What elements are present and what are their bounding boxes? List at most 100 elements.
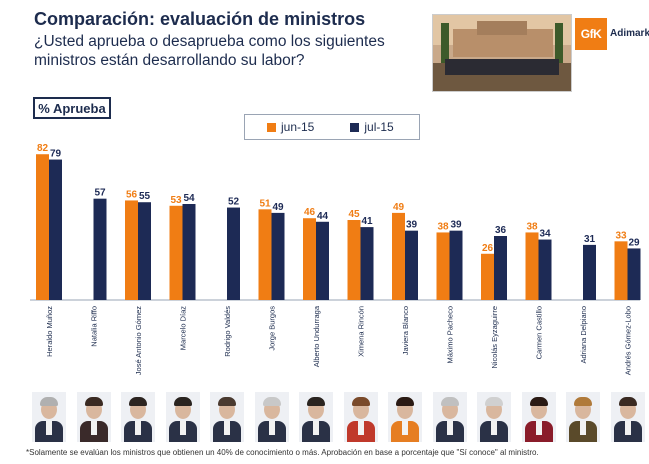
photo-hair — [529, 397, 548, 406]
minister-photo-row — [30, 392, 648, 444]
label-jul-15: 36 — [495, 225, 507, 236]
photo-shirt — [357, 421, 364, 435]
photo-shirt — [46, 421, 52, 435]
minister-photo — [254, 392, 289, 442]
category-label: Carmen Castillo — [535, 306, 544, 359]
category-label: Andrés Gómez-Lobo — [624, 306, 633, 375]
bar-jun-15 — [436, 232, 450, 300]
photo-shirt — [535, 421, 542, 435]
label-jun-15: 82 — [37, 143, 49, 154]
photo-shirt — [90, 421, 97, 435]
bar-jul-15 — [93, 198, 107, 300]
bar-jul-15 — [405, 230, 418, 300]
bar-jul-15 — [360, 227, 374, 300]
minister-photo — [165, 392, 200, 442]
category-label: Jorge Burgos — [268, 306, 277, 351]
label-jun-15: 33 — [615, 230, 627, 241]
label-jun-15: 53 — [170, 195, 182, 206]
category-label: Adriana Delpiano — [579, 306, 588, 364]
photo-hair — [307, 397, 325, 406]
label-jun-15: 26 — [482, 243, 494, 254]
photo-shirt — [580, 421, 586, 435]
minister-photo — [388, 392, 422, 442]
label-jul-15: 29 — [628, 237, 640, 248]
chart-subtitle: ¿Usted aprueba o desaprueba como los sig… — [34, 33, 385, 69]
photo-shirt — [224, 421, 230, 435]
bar-jun-15 — [525, 232, 539, 300]
label-jul-15: 55 — [139, 191, 151, 202]
label-jul-15: 41 — [361, 216, 373, 227]
bar-jul-15 — [627, 248, 641, 300]
category-label: Javiera Blanco — [401, 306, 410, 355]
bar-jul-15 — [449, 230, 463, 300]
label-jul-15: 39 — [450, 220, 462, 231]
photo-hair — [129, 397, 147, 406]
label-jul-15: 57 — [94, 188, 106, 199]
label-jul-15: 39 — [406, 220, 418, 231]
label-jul-15: 31 — [584, 234, 596, 245]
category-label: Heraldo Muñoz — [45, 306, 54, 357]
cabinet-photo — [432, 14, 572, 92]
bar-jul-15 — [316, 221, 329, 300]
adimark-logo-text: Adimark — [610, 28, 649, 39]
bar-jul-15 — [138, 202, 151, 300]
minister-photo — [121, 392, 155, 442]
minister-photo — [32, 392, 66, 442]
minister-photo — [610, 392, 645, 442]
gfk-logo: GfK — [575, 18, 607, 50]
label-jun-15: 38 — [526, 221, 538, 232]
approval-bar-chart: 82 79 Heraldo Muñoz 57 Natalia Riffo 56 55 José… — [30, 143, 641, 375]
legend-item-jun: jun-15 — [267, 120, 314, 134]
bar-jun-15 — [258, 209, 272, 300]
photo-hair — [485, 397, 503, 406]
minister-photo — [432, 392, 467, 442]
chart-title: Comparación: evaluación de ministros — [34, 9, 366, 29]
photo-hair — [40, 397, 58, 406]
approval-badge: % Aprueba — [33, 97, 111, 119]
photo-shirt — [402, 421, 408, 435]
legend-swatch-jun — [267, 122, 276, 132]
bar-jun-15 — [36, 154, 49, 300]
photo-hair — [440, 397, 459, 406]
category-label: Marcelo Díaz — [179, 306, 188, 350]
bar-jul-15 — [538, 239, 552, 300]
chart-legend: jun-15 jul-15 — [244, 114, 420, 140]
minister-photo — [299, 392, 333, 442]
bar-jun-15 — [481, 253, 494, 300]
label-jul-15: 44 — [317, 211, 329, 222]
label-jul-15: 49 — [272, 202, 284, 213]
legend-item-jul: jul-15 — [350, 120, 394, 134]
minister-photo — [521, 392, 556, 442]
photo-shirt — [135, 421, 141, 435]
label-jun-15: 46 — [304, 207, 316, 218]
label-jun-15: 38 — [437, 221, 449, 232]
category-label: Rodrigo Valdés — [223, 306, 232, 357]
footnote: *Solamente se evalúan los ministros que … — [26, 448, 539, 457]
photo-shirt — [179, 421, 186, 435]
bar-jun-15 — [125, 200, 138, 300]
minister-photo — [477, 392, 511, 442]
legend-swatch-jul — [350, 122, 360, 132]
photo-shirt — [268, 421, 275, 435]
category-label: Máximo Pacheco — [446, 306, 455, 364]
category-label: Ximena Rincón — [357, 306, 366, 357]
minister-photo — [210, 392, 244, 442]
legend-label-jun: jun-15 — [281, 120, 315, 134]
photo-shirt — [446, 421, 453, 435]
legend-label-jul: jul-15 — [364, 120, 394, 134]
bar-jul-15 — [227, 207, 240, 300]
bar-jul-15 — [494, 236, 507, 300]
photo-hair — [574, 397, 592, 406]
minister-photo — [566, 392, 600, 442]
photo-shirt — [313, 421, 319, 435]
photo-shirt — [624, 421, 631, 435]
bar-jun-15 — [169, 205, 183, 300]
category-label: Natalia Riffo — [90, 306, 99, 347]
minister-photo — [343, 392, 378, 442]
category-label: Nicolás Eyzaguirre — [490, 306, 499, 369]
minister-photo — [76, 392, 111, 442]
bar-jun-15 — [392, 212, 405, 300]
category-label: José Antonio Gómez — [134, 306, 143, 375]
bar-jun-15 — [347, 220, 361, 300]
bar-jul-15 — [49, 159, 62, 300]
